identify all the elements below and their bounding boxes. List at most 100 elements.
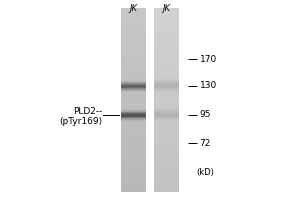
- Bar: [121, 77, 146, 78]
- Bar: [121, 56, 146, 57]
- Bar: [121, 96, 146, 97]
- Bar: [121, 156, 146, 157]
- Bar: [121, 48, 146, 49]
- Bar: [154, 36, 179, 37]
- Bar: [154, 8, 179, 9]
- Bar: [121, 147, 146, 148]
- Bar: [154, 128, 179, 129]
- Bar: [154, 147, 179, 148]
- Bar: [121, 133, 146, 134]
- Bar: [154, 152, 179, 153]
- Bar: [154, 17, 179, 18]
- Bar: [121, 45, 146, 46]
- Bar: [154, 26, 179, 27]
- Bar: [121, 149, 146, 150]
- Bar: [121, 75, 146, 76]
- Bar: [154, 23, 179, 24]
- Bar: [154, 111, 179, 112]
- Bar: [121, 122, 146, 123]
- Bar: [154, 25, 179, 26]
- Bar: [121, 110, 146, 111]
- Bar: [121, 73, 146, 74]
- Bar: [121, 117, 146, 118]
- Bar: [121, 11, 146, 12]
- Bar: [154, 20, 179, 21]
- Bar: [154, 86, 179, 87]
- Bar: [154, 156, 179, 157]
- Bar: [121, 30, 146, 31]
- Bar: [121, 82, 146, 83]
- Text: 170: 170: [200, 54, 217, 64]
- Bar: [154, 81, 179, 82]
- Bar: [154, 70, 179, 71]
- Bar: [154, 31, 179, 32]
- Bar: [121, 87, 146, 88]
- Bar: [121, 139, 146, 140]
- Bar: [154, 13, 179, 14]
- Bar: [154, 69, 179, 70]
- Bar: [154, 167, 179, 168]
- Bar: [154, 24, 179, 25]
- Bar: [121, 107, 146, 108]
- Bar: [121, 95, 146, 96]
- Bar: [154, 101, 179, 102]
- Bar: [121, 142, 146, 143]
- Bar: [121, 76, 146, 77]
- Bar: [154, 84, 179, 85]
- Bar: [121, 174, 146, 175]
- Bar: [121, 97, 146, 98]
- Bar: [121, 84, 146, 85]
- Bar: [121, 80, 146, 81]
- Bar: [121, 74, 146, 75]
- Bar: [121, 40, 146, 41]
- Bar: [121, 18, 146, 19]
- Bar: [154, 127, 179, 128]
- Bar: [154, 143, 179, 144]
- Bar: [121, 181, 146, 182]
- Bar: [121, 49, 146, 50]
- Bar: [154, 29, 179, 30]
- Bar: [154, 57, 179, 58]
- Bar: [154, 11, 179, 12]
- Bar: [154, 54, 179, 55]
- Bar: [121, 43, 146, 44]
- Bar: [154, 55, 179, 56]
- Bar: [121, 64, 146, 65]
- Bar: [121, 173, 146, 174]
- Bar: [121, 186, 146, 187]
- Bar: [154, 142, 179, 143]
- Bar: [121, 120, 146, 121]
- Bar: [121, 157, 146, 158]
- Bar: [154, 22, 179, 23]
- Bar: [154, 71, 179, 72]
- Bar: [121, 8, 146, 9]
- Bar: [121, 165, 146, 166]
- Bar: [121, 191, 146, 192]
- Bar: [154, 130, 179, 131]
- Bar: [154, 109, 179, 110]
- Text: (pTyr169): (pTyr169): [59, 116, 102, 126]
- Bar: [154, 30, 179, 31]
- Bar: [154, 33, 179, 34]
- Bar: [121, 159, 146, 160]
- Bar: [154, 78, 179, 79]
- Bar: [121, 129, 146, 130]
- Bar: [121, 143, 146, 144]
- Bar: [121, 50, 146, 51]
- Bar: [154, 138, 179, 139]
- Bar: [121, 94, 146, 95]
- Bar: [154, 40, 179, 41]
- Bar: [154, 39, 179, 40]
- Bar: [154, 158, 179, 159]
- Text: 95: 95: [200, 110, 211, 119]
- Bar: [154, 175, 179, 176]
- Bar: [154, 53, 179, 54]
- Bar: [154, 149, 179, 150]
- Bar: [154, 72, 179, 73]
- Bar: [154, 134, 179, 135]
- Bar: [121, 167, 146, 168]
- Bar: [154, 93, 179, 94]
- Bar: [121, 46, 146, 47]
- Bar: [121, 86, 146, 87]
- Bar: [154, 12, 179, 13]
